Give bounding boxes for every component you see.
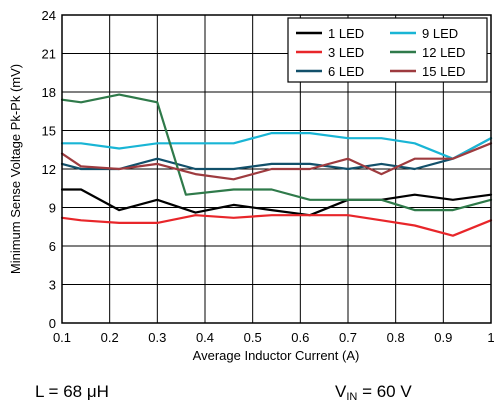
legend-label: 15 LED (422, 64, 465, 79)
series-line-3-led (60, 214, 493, 237)
x-tick-label: 0.4 (196, 330, 214, 345)
legend-label: 3 LED (328, 45, 364, 60)
x-tick-label: 0.5 (244, 330, 262, 345)
inductance-label: L = 68 μH (35, 382, 109, 401)
y-axis-title: Minimum Sense Voltage Pk-Pk (mV) (8, 64, 23, 274)
y-tick-label: 12 (42, 162, 56, 177)
y-tick-label: 9 (49, 201, 56, 216)
x-tick-label: 0.9 (434, 330, 452, 345)
y-tick-label: 6 (49, 239, 56, 254)
y-tick-label: 21 (42, 47, 56, 62)
y-tick-label: 0 (49, 316, 56, 331)
y-tick-label: 24 (42, 8, 56, 23)
vin-value: = 60 V (357, 382, 412, 401)
y-tick-label: 18 (42, 85, 56, 100)
x-tick-label: 0.3 (148, 330, 166, 345)
series-line-9-led (60, 132, 493, 160)
x-tick-label: 1 (487, 330, 494, 345)
y-tick-label: 3 (49, 278, 56, 293)
vin-condition: VIN = 60 V (335, 382, 412, 403)
x-tick-label: 0.8 (387, 330, 405, 345)
series-line-6-led (60, 137, 493, 171)
axis-ticks: 0.1 0.2 0.3 0.4 0.5 0.6 0.7 0.8 0.9 1 0 3 6 9 12 15 18 21… (42, 8, 495, 345)
vin-subscript: IN (346, 391, 358, 403)
x-axis-title: Average Inductor Current (A) (193, 348, 360, 363)
series-line-12-led (60, 93, 493, 212)
legend: 1 LED 3 LED 6 LED 9 LED 12 LED 15 LED (287, 17, 488, 83)
legend-label: 9 LED (422, 26, 458, 41)
series-lines (60, 93, 493, 237)
x-tick-label: 0.6 (291, 330, 309, 345)
y-tick-label: 15 (42, 124, 56, 139)
series-line-1-led (60, 188, 493, 217)
series-line-15-led (60, 142, 493, 181)
vin-symbol: V (335, 382, 347, 401)
legend-label: 6 LED (328, 64, 364, 79)
x-tick-label: 0.7 (339, 330, 357, 345)
legend-label: 12 LED (422, 45, 465, 60)
legend-label: 1 LED (328, 26, 364, 41)
x-tick-label: 0.2 (101, 330, 119, 345)
x-tick-label: 0.1 (53, 330, 71, 345)
inductance-condition: L = 68 μH (35, 382, 109, 402)
plot-frame (61, 14, 492, 324)
